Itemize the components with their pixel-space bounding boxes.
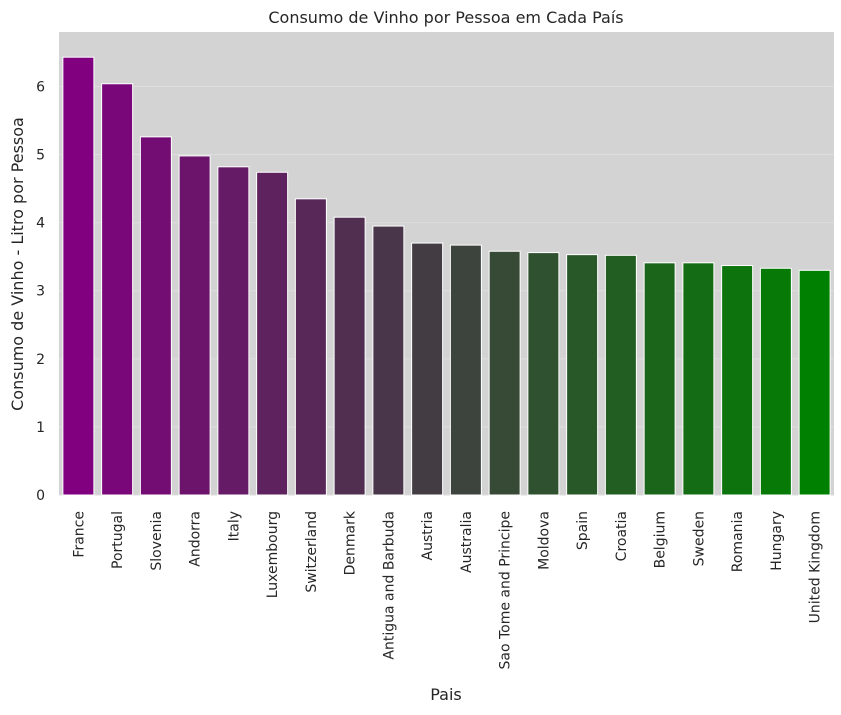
bar — [566, 254, 599, 496]
x-tick-label: Luxembourg — [265, 511, 281, 598]
x-tick-label: United Kingdom — [808, 511, 824, 623]
x-ticks: France Portugal Slovenia Andorra Italy Luxemb… — [71, 510, 823, 669]
x-tick-label: Antigua and Barbuda — [381, 511, 397, 660]
x-tick-label: Switzerland — [304, 511, 320, 593]
y-ticks: 0 1 2 3 4 5 6 — [36, 79, 45, 504]
chart-title: Consumo de Vinho por Pessoa em Cada País — [268, 8, 623, 27]
x-tick-label: Romania — [730, 511, 746, 572]
plot-background — [59, 32, 834, 495]
y-tick-label: 3 — [36, 284, 45, 300]
x-tick-label: Andorra — [188, 511, 204, 567]
bar — [101, 83, 134, 496]
y-tick-label: 0 — [36, 488, 45, 504]
bar — [721, 265, 754, 496]
bars — [62, 56, 831, 496]
bar — [333, 216, 366, 496]
bar — [178, 155, 211, 496]
y-tick-label: 4 — [36, 216, 45, 232]
x-tick-label: Italy — [226, 511, 242, 541]
x-tick-label: Australia — [459, 511, 475, 573]
bar — [411, 242, 444, 496]
x-tick-label: Denmark — [343, 510, 359, 575]
x-tick-label: Belgium — [653, 511, 669, 568]
bar — [527, 252, 560, 496]
x-tick-label: France — [71, 511, 87, 558]
x-tick-label: Hungary — [769, 511, 785, 571]
x-tick-label: Portugal — [110, 511, 126, 569]
y-tick-label: 2 — [36, 352, 45, 368]
x-tick-label: Austria — [420, 511, 436, 560]
bar — [256, 171, 289, 496]
y-tick-label: 1 — [36, 420, 45, 436]
bar — [139, 136, 172, 496]
bar — [798, 269, 831, 496]
bar — [62, 56, 95, 496]
bar — [488, 250, 521, 496]
x-tick-label: Sao Tome and Principe — [498, 511, 514, 670]
bar — [759, 267, 792, 496]
bar — [217, 166, 250, 496]
bar — [294, 198, 327, 496]
y-axis-label: Consumo de Vinho - Litro por Pessoa — [8, 117, 27, 411]
x-tick-label: Croatia — [614, 511, 630, 561]
x-tick-label: Sweden — [691, 511, 707, 566]
bar — [682, 262, 715, 496]
bar — [449, 244, 482, 496]
bar — [604, 254, 637, 496]
x-tick-label: Slovenia — [149, 511, 165, 571]
x-axis-label: Pais — [430, 685, 462, 704]
bar — [372, 225, 405, 496]
y-tick-label: 6 — [36, 79, 45, 95]
x-tick-label: Spain — [575, 511, 591, 550]
y-tick-label: 5 — [36, 148, 45, 164]
bar — [643, 262, 676, 496]
x-tick-label: Moldova — [536, 511, 552, 570]
